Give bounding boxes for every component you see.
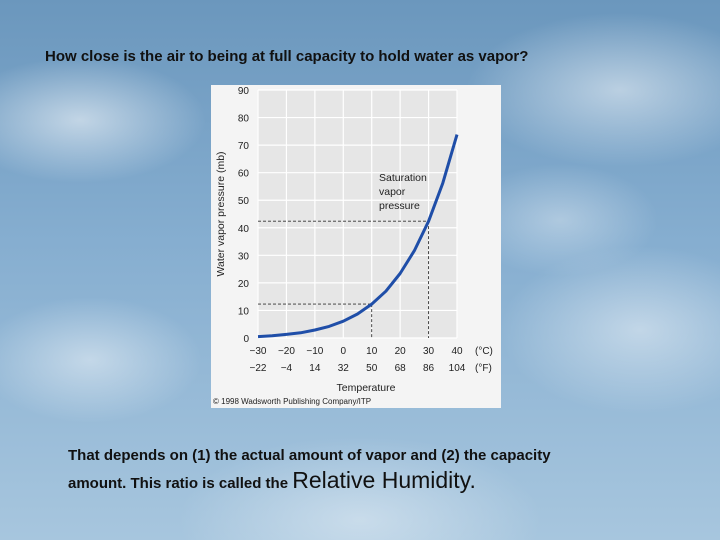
x-tick-label-f: 86 xyxy=(423,363,435,374)
annotation-line: pressure xyxy=(379,200,420,212)
y-tick-label: 90 xyxy=(238,86,250,97)
vapor-pressure-chart: 0 10 20 30 40 50 60 70 80 90 −30 −22 −20 −4 −10 14 0 32 10… xyxy=(211,85,501,408)
x-tick-label-f: 50 xyxy=(366,363,378,374)
caption-emphasis: Relative Humidity. xyxy=(292,467,476,493)
x-tick-label-c: 20 xyxy=(395,346,407,357)
x-tick-label-c: −30 xyxy=(250,346,267,357)
x-tick-label-c: 0 xyxy=(341,346,347,357)
x-axis-title: Temperature xyxy=(337,382,396,394)
x-tick-label-f: −4 xyxy=(281,363,293,374)
caption-line-2: amount. This ratio is called the xyxy=(68,475,293,492)
slide-title: How close is the air to being at full ca… xyxy=(45,48,529,65)
x-tick-label-f: 104 xyxy=(449,363,466,374)
x-tick-label-c: −10 xyxy=(306,346,323,357)
x-tick-label-c: 40 xyxy=(451,346,463,357)
annotation-line: vapor xyxy=(379,186,406,198)
x-tick-label-c: 10 xyxy=(366,346,378,357)
y-tick-label: 30 xyxy=(238,251,250,262)
plot-area xyxy=(258,90,457,338)
copyright-text: © 1998 Wadsworth Publishing Company/ITP xyxy=(213,397,371,406)
annotation-line: Saturation xyxy=(379,172,427,184)
chart-canvas: 0 10 20 30 40 50 60 70 80 90 −30 −22 −20 −4 −10 14 0 32 10… xyxy=(213,86,493,406)
unit-f: (°F) xyxy=(475,363,492,374)
x-tick-label-f: 32 xyxy=(338,363,350,374)
y-tick-label: 10 xyxy=(238,306,250,317)
y-tick-label: 40 xyxy=(238,224,250,235)
saturation-curve xyxy=(257,134,459,339)
y-tick-label: 60 xyxy=(238,169,250,180)
unit-c: (°C) xyxy=(475,346,493,357)
x-tick-label-c: 30 xyxy=(423,346,435,357)
caption: That depends on (1) the actual amount of… xyxy=(68,443,688,496)
y-tick-label: 20 xyxy=(238,279,250,290)
y-tick-label: 80 xyxy=(238,114,250,125)
y-tick-label: 70 xyxy=(238,141,250,152)
y-tick-label: 50 xyxy=(238,196,250,207)
x-tick-label-f: 14 xyxy=(309,363,321,374)
x-tick-label-c: −20 xyxy=(278,346,295,357)
y-axis-title: Water vapor pressure (mb) xyxy=(215,151,227,276)
x-tick-label-f: −22 xyxy=(250,363,267,374)
y-tick-label: 0 xyxy=(243,334,249,345)
caption-line-1: That depends on (1) the actual amount of… xyxy=(68,447,551,464)
x-tick-label-f: 68 xyxy=(395,363,407,374)
